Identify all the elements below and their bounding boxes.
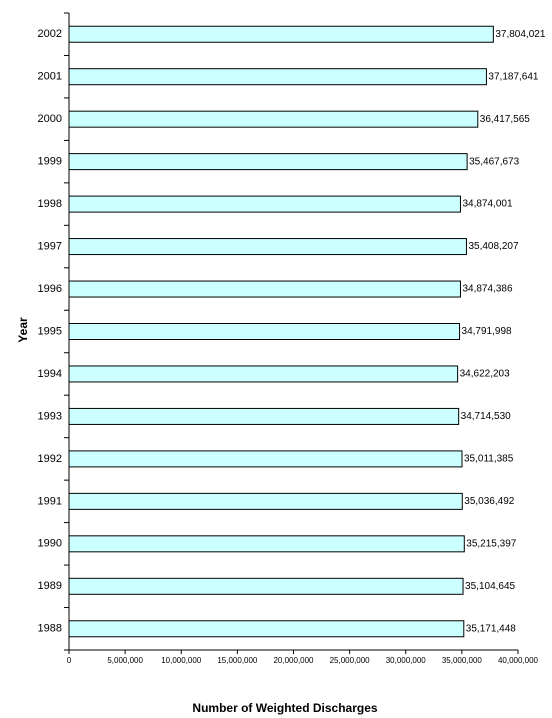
value-label: 35,215,397 <box>466 538 516 549</box>
y-tick-label: 1991 <box>38 495 62 507</box>
value-label: 35,171,448 <box>466 623 516 634</box>
x-tick-label: 20,000,000 <box>273 656 314 665</box>
x-tick-label: 40,000,000 <box>498 656 539 665</box>
y-axis-title: Year <box>16 317 30 343</box>
value-label: 34,791,998 <box>462 326 512 337</box>
y-tick-label: 1992 <box>38 453 62 465</box>
value-label: 35,467,673 <box>469 156 519 167</box>
bar <box>68 365 459 383</box>
value-label: 34,714,530 <box>461 411 511 422</box>
bar <box>68 407 460 425</box>
x-tick-label: 35,000,000 <box>442 656 483 665</box>
bar <box>68 25 494 43</box>
bar <box>68 450 463 468</box>
y-tick-label: 1999 <box>38 156 62 168</box>
y-tick-label: 2000 <box>38 113 62 125</box>
bar <box>68 195 461 213</box>
value-label: 34,874,386 <box>462 284 512 295</box>
y-tick-label: 2001 <box>38 71 62 83</box>
value-label: 36,417,565 <box>480 114 530 125</box>
x-tick-label: 30,000,000 <box>386 656 427 665</box>
x-tick-label: 25,000,000 <box>330 656 371 665</box>
value-label: 37,187,641 <box>488 71 538 82</box>
y-tick-label: 1994 <box>38 368 62 380</box>
bar <box>68 153 468 171</box>
y-tick-label: 1998 <box>38 198 62 210</box>
value-label: 37,804,021 <box>495 29 545 40</box>
value-label: 34,874,001 <box>462 199 512 210</box>
y-tick-label: 1995 <box>38 325 62 337</box>
x-axis-title: Number of Weighted Discharges <box>192 701 377 715</box>
bar <box>68 577 464 595</box>
x-tick-label: 0 <box>67 656 72 665</box>
bar <box>68 68 487 86</box>
value-label: 35,408,207 <box>468 241 518 252</box>
y-tick-label: 2002 <box>38 28 62 40</box>
y-tick-label: 1996 <box>38 283 62 295</box>
y-tick-label: 1997 <box>38 240 62 252</box>
x-tick-label: 15,000,000 <box>217 656 258 665</box>
bar <box>68 323 461 340</box>
bar <box>68 238 467 256</box>
value-label: 34,622,203 <box>460 369 510 380</box>
value-label: 35,036,492 <box>464 496 514 507</box>
y-tick-label: 1988 <box>38 623 62 635</box>
bar <box>68 535 465 553</box>
x-tick-label: 10,000,000 <box>161 656 202 665</box>
bar <box>68 492 463 510</box>
y-tick-label: 1989 <box>38 580 62 592</box>
value-label: 35,104,645 <box>465 581 515 592</box>
y-tick-label: 1990 <box>38 538 62 550</box>
bar <box>68 110 479 128</box>
x-tick-label: 5,000,000 <box>107 656 143 665</box>
y-tick-label: 1993 <box>38 410 62 422</box>
bar <box>68 280 461 298</box>
bar <box>68 620 465 638</box>
value-label: 35,011,385 <box>464 454 514 465</box>
